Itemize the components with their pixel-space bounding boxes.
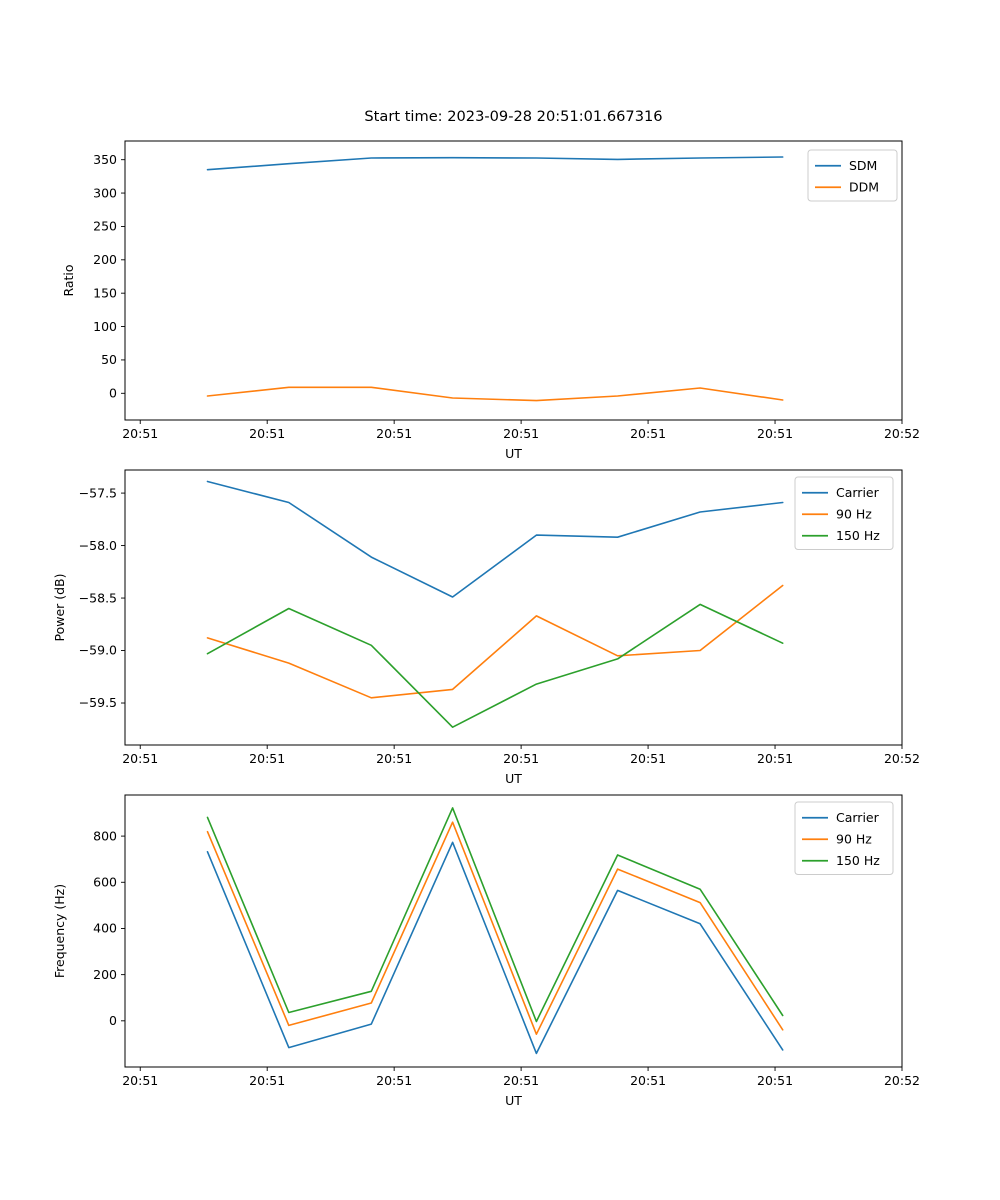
x-tick-label: 20:51	[249, 751, 285, 766]
legend-label: 150 Hz	[836, 853, 880, 868]
y-tick-label: 350	[93, 152, 117, 167]
y-tick-label: −59.5	[79, 695, 117, 710]
legend-label: SDM	[849, 158, 877, 173]
x-tick-label: 20:51	[757, 751, 793, 766]
x-axis-label: UT	[505, 1093, 522, 1108]
legend-label: 150 Hz	[836, 528, 880, 543]
x-tick-label: 20:51	[630, 426, 666, 441]
y-tick-label: 150	[93, 285, 117, 300]
y-tick-label: 200	[93, 967, 117, 982]
x-tick-label: 20:51	[503, 426, 539, 441]
legend-label: DDM	[849, 179, 879, 194]
x-axis-label: UT	[505, 446, 522, 461]
subplot-ratio: 20:51 20:51 20:51 20:51 20:51 20:51 20:52 0 50 10…	[61, 140, 920, 461]
x-tick-label: 20:51	[122, 426, 158, 441]
x-tick-label: 20:51	[376, 751, 412, 766]
series-line-90-hz	[206, 821, 784, 1035]
y-tick-label: −57.5	[79, 485, 117, 500]
y-tick-label: 50	[101, 352, 117, 367]
subplot-power: 20:51 20:51 20:51 20:51 20:51 20:51 20:52 −57.5…	[52, 469, 920, 786]
figure-title: Start time: 2023-09-28 20:51:01.667316	[364, 108, 663, 125]
x-tick-label: 20:52	[884, 1073, 920, 1088]
y-tick-label: −58.5	[79, 590, 117, 605]
x-tick-label: 20:51	[122, 1073, 158, 1088]
legend-box	[794, 476, 894, 550]
axes-spines	[124, 140, 903, 421]
y-axis-label: Frequency (Hz)	[52, 884, 67, 978]
y-axis-label: Ratio	[61, 264, 76, 296]
axes-spines	[124, 794, 903, 1068]
x-tick-label: 20:51	[249, 1073, 285, 1088]
legend-box	[807, 149, 898, 202]
x-axis-label: UT	[505, 771, 522, 786]
x-tick-label: 20:52	[884, 751, 920, 766]
y-tick-label: 400	[93, 921, 117, 936]
series-line-carrier	[206, 480, 784, 598]
y-axis-label: Power (dB)	[52, 573, 67, 641]
axes-spines	[124, 469, 903, 746]
legend-label: 90 Hz	[836, 506, 872, 521]
y-tick-label: 800	[93, 828, 117, 843]
subplot-frequency: 20:51 20:51 20:51 20:51 20:51 20:51 20:52 0 200 4…	[52, 794, 920, 1108]
legend-label: Carrier	[836, 810, 880, 825]
x-tick-label: 20:51	[376, 426, 412, 441]
series-line-ddm	[206, 386, 784, 402]
y-tick-label: 250	[93, 219, 117, 234]
series-line-sdm	[206, 156, 784, 171]
series-line-150-hz	[206, 603, 784, 729]
x-tick-label: 20:51	[757, 426, 793, 441]
x-tick-label: 20:51	[503, 751, 539, 766]
x-tick-label: 20:51	[376, 1073, 412, 1088]
y-tick-label: −59.0	[79, 643, 117, 658]
x-tick-label: 20:51	[122, 751, 158, 766]
y-tick-label: 0	[109, 1013, 117, 1028]
series-line-carrier	[206, 841, 784, 1055]
x-tick-label: 20:51	[630, 751, 666, 766]
legend-label: 90 Hz	[836, 831, 872, 846]
y-tick-label: −58.0	[79, 538, 117, 553]
series-line-90-hz	[206, 584, 784, 699]
x-tick-label: 20:51	[630, 1073, 666, 1088]
x-tick-label: 20:52	[884, 426, 920, 441]
x-tick-label: 20:51	[503, 1073, 539, 1088]
series-line-150-hz	[206, 807, 784, 1023]
y-tick-label: 200	[93, 252, 117, 267]
legend-label: Carrier	[836, 485, 880, 500]
legend-box	[794, 801, 894, 875]
y-tick-label: 300	[93, 185, 117, 200]
x-tick-label: 20:51	[249, 426, 285, 441]
y-tick-label: 600	[93, 874, 117, 889]
x-tick-label: 20:51	[757, 1073, 793, 1088]
y-tick-label: 100	[93, 319, 117, 334]
y-tick-label: 0	[109, 386, 117, 401]
